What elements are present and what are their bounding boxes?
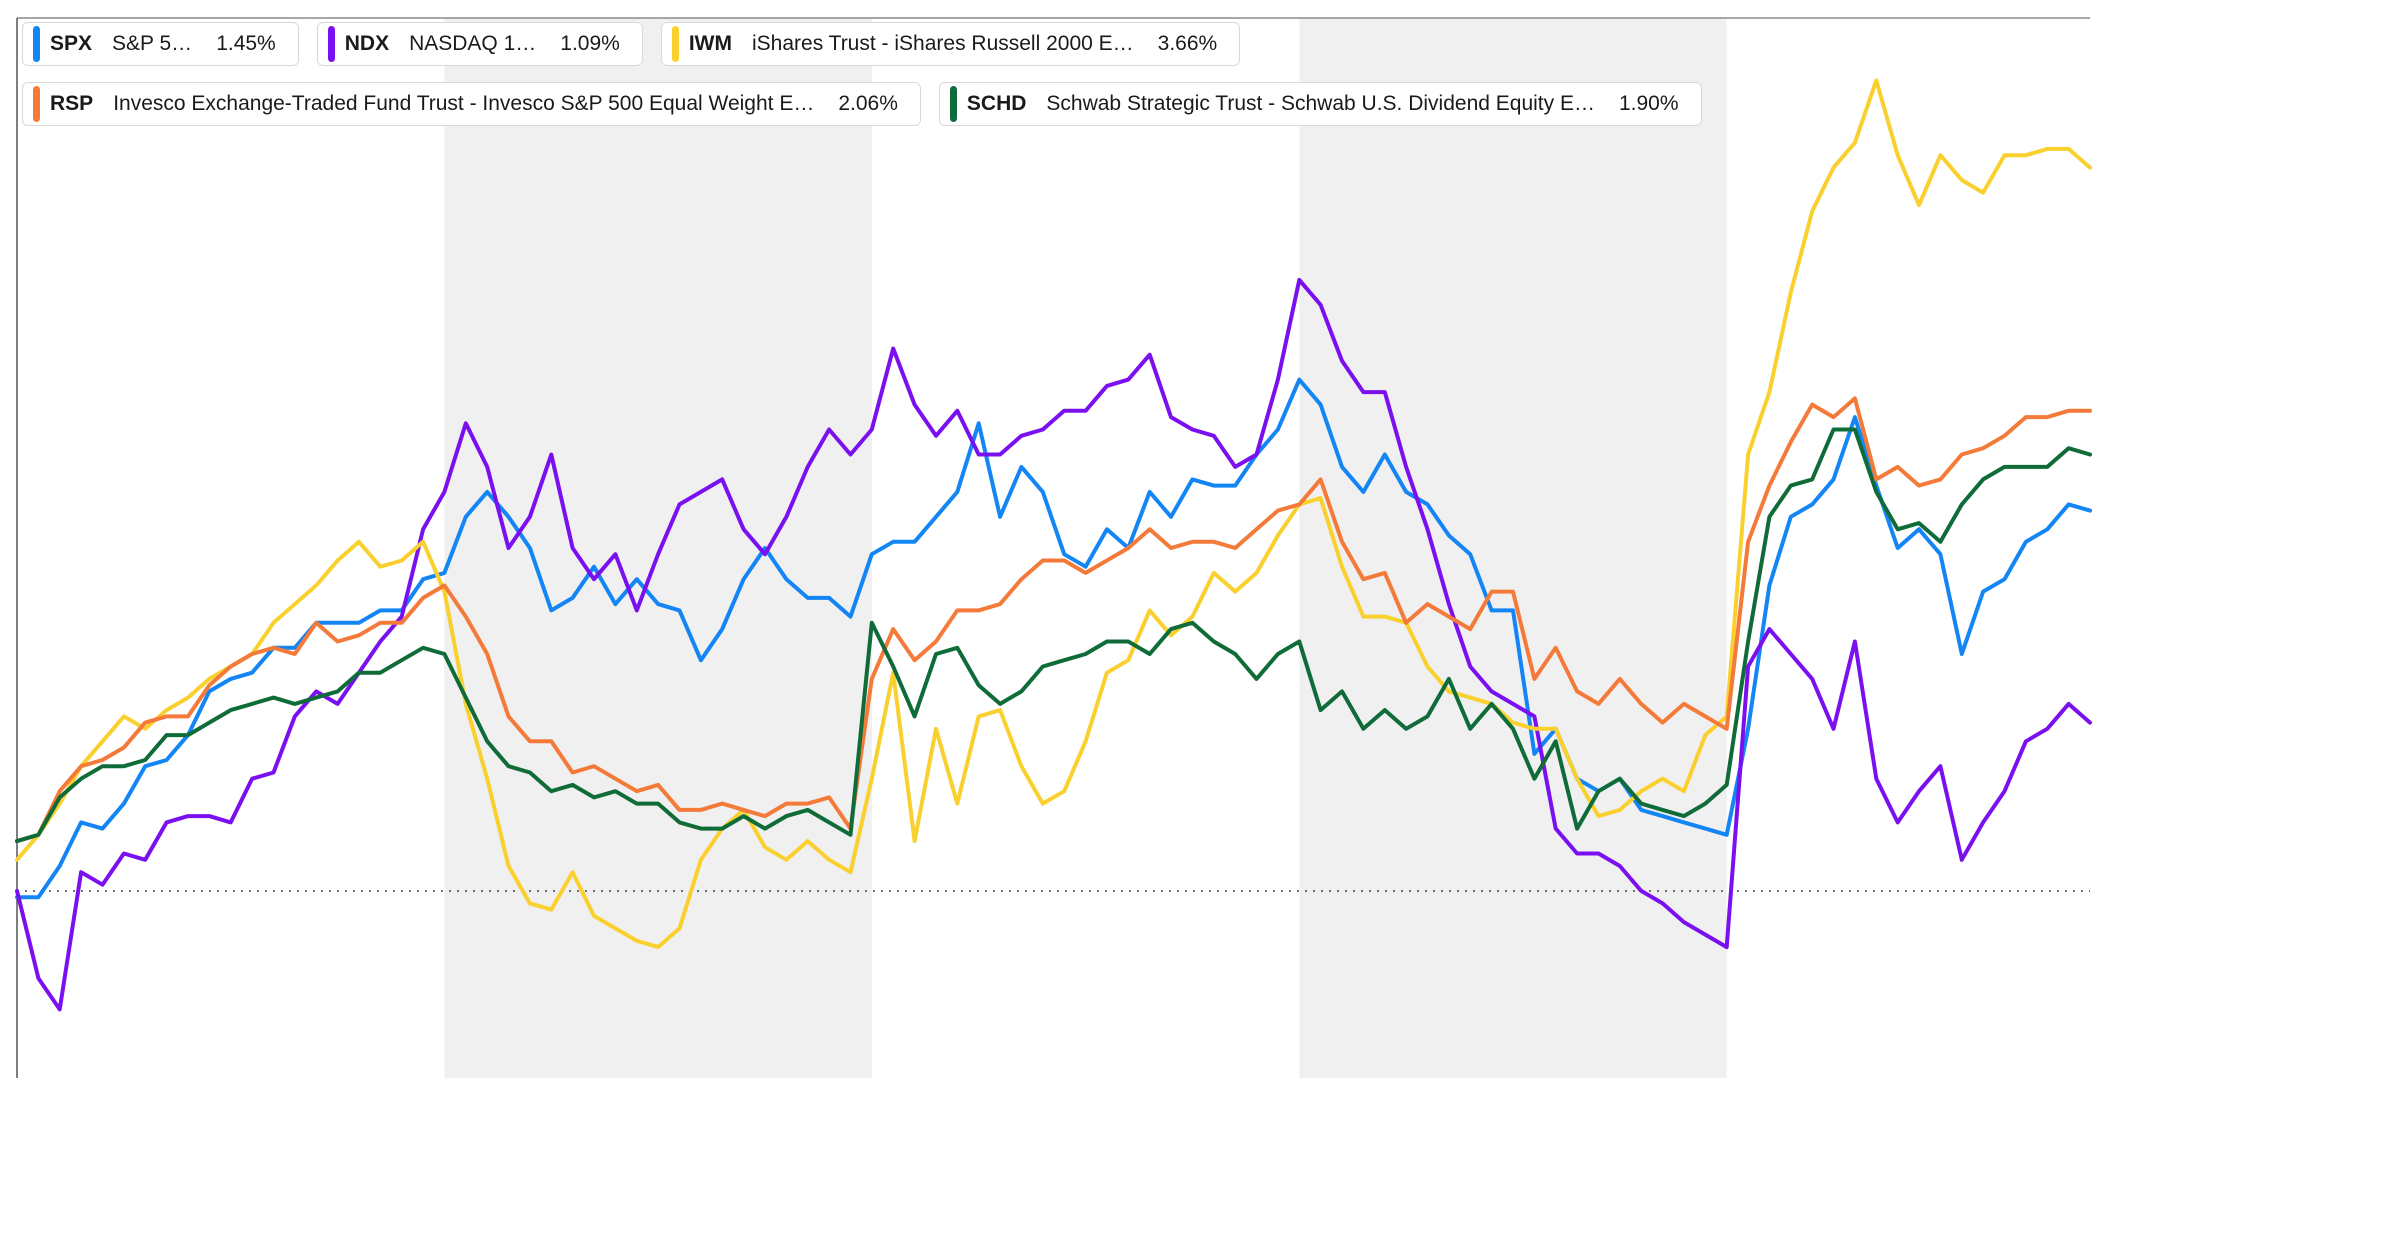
series-line-ndx[interactable] — [15, 277, 2092, 1012]
series-line-iwm[interactable] — [15, 78, 2092, 950]
legend-name: iShares Trust - iShares Russell 2000 E… — [751, 32, 1134, 55]
legend-item-rsp[interactable]: RSP Invesco Exchange-Traded Fund Trust -… — [22, 82, 921, 126]
legend-swatch-schd — [949, 86, 957, 122]
legend-swatch-spx — [33, 26, 40, 62]
legend-change: 1.09% — [560, 32, 620, 55]
shaded-band-1 — [444, 18, 872, 1078]
legend-change: 2.06% — [838, 92, 898, 115]
legend-item-iwm[interactable]: IWM iShares Trust - iShares Russell 2000… — [660, 22, 1241, 66]
legend-row-2: RSP Invesco Exchange-Traded Fund Trust -… — [22, 82, 2022, 126]
legend-change: 1.90% — [1618, 92, 1679, 115]
legend: SPX S&P 5… 1.45% NDX NASDAQ 1… 1.09% IWM… — [22, 22, 2022, 142]
legend-item-spx[interactable]: SPX S&P 5… 1.45% — [22, 22, 299, 66]
legend-name: Invesco Exchange-Traded Fund Trust - Inv… — [113, 92, 815, 115]
legend-symbol: NDX — [344, 32, 390, 55]
legend-swatch-rsp — [33, 86, 40, 122]
legend-swatch-iwm — [671, 26, 679, 62]
legend-row-1: SPX S&P 5… 1.45% NDX NASDAQ 1… 1.09% IWM… — [22, 22, 2022, 66]
legend-swatch-ndx — [327, 26, 335, 62]
legend-symbol: IWM — [688, 32, 732, 55]
legend-name: S&P 5… — [112, 32, 193, 55]
series-line-schd[interactable] — [15, 427, 2092, 844]
series-line-rsp[interactable] — [15, 396, 2092, 844]
legend-name: Schwab Strategic Trust - Schwab U.S. Div… — [1046, 92, 1595, 115]
legend-item-ndx[interactable]: NDX NASDAQ 1… 1.09% — [316, 22, 643, 66]
series-line-spx[interactable] — [15, 377, 2092, 900]
legend-change: 1.45% — [216, 32, 276, 55]
legend-symbol: RSP — [50, 92, 94, 115]
legend-change: 3.66% — [1157, 32, 1218, 55]
legend-symbol: SCHD — [966, 92, 1027, 115]
legend-symbol: SPX — [50, 32, 93, 55]
shaded-band-2 — [1299, 18, 1727, 1078]
legend-item-schd[interactable]: SCHD Schwab Strategic Trust - Schwab U.S… — [938, 82, 1702, 126]
legend-name: NASDAQ 1… — [409, 32, 537, 55]
